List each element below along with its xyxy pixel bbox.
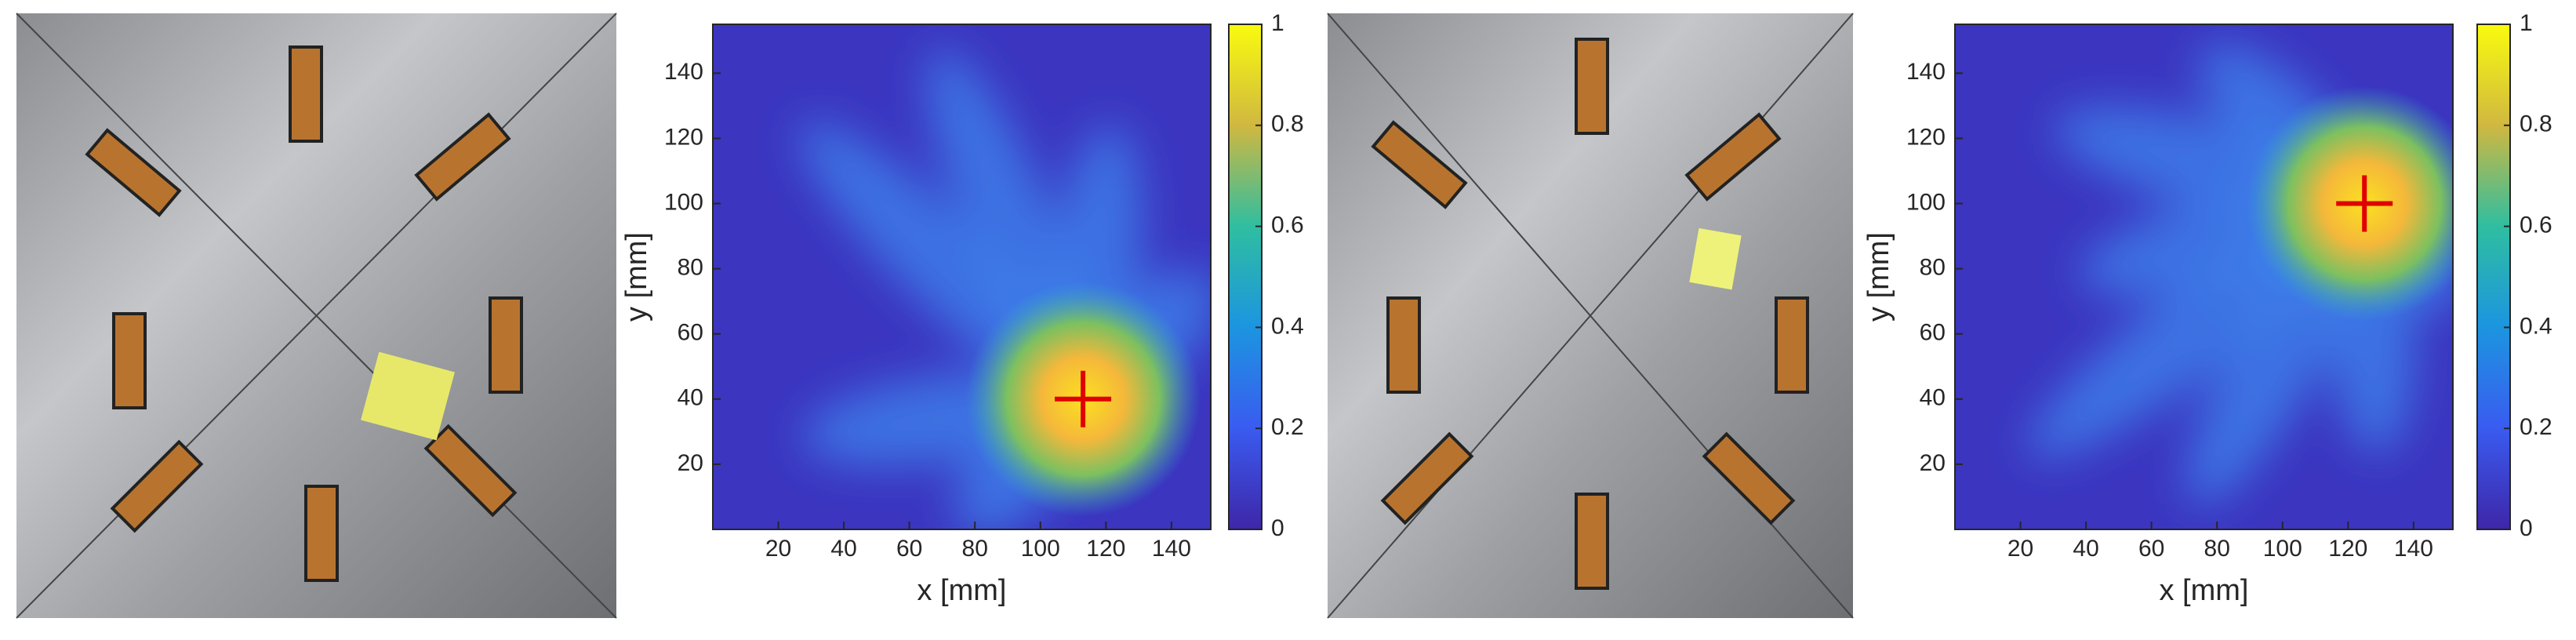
colorbar-tick-label: 0.8 <box>2520 111 2552 137</box>
x-axis-label: x [mm] <box>917 574 1007 607</box>
colorbar-tick-label: 0.2 <box>1271 414 1304 440</box>
colorbar-tick-label: 0 <box>2520 515 2533 541</box>
x-tick-label: 140 <box>1152 536 1191 562</box>
x-tick-label: 80 <box>2204 536 2230 562</box>
y-tick-label: 80 <box>678 255 703 281</box>
y-tick-label: 140 <box>664 59 703 85</box>
colorbar-tick-label: 0.2 <box>2520 414 2552 440</box>
y-tick-label: 20 <box>678 450 703 476</box>
x-tick-label: 60 <box>2138 536 2164 562</box>
x-tick-label: 20 <box>765 536 791 562</box>
x-tick-label: 60 <box>896 536 922 562</box>
colorbar-tick-label: 0.6 <box>2520 213 2552 238</box>
colorbar-tick-label: 0 <box>1271 515 1284 541</box>
x-tick-label: 40 <box>2073 536 2098 562</box>
peak-marker <box>1055 370 1112 427</box>
axes-box <box>1954 24 2454 530</box>
x-tick-label: 140 <box>2394 536 2433 562</box>
colorbar-tick-label: 0.8 <box>1271 111 1304 137</box>
colorbar-tick-label: 1 <box>1271 10 1284 36</box>
colorbar-tick-label: 0.6 <box>1271 213 1304 238</box>
colorbar <box>2476 24 2511 530</box>
y-tick-label: 80 <box>1920 255 1946 281</box>
photo <box>1327 13 1854 619</box>
x-tick-label: 120 <box>1086 536 1125 562</box>
y-axis-label: y [mm] <box>1862 232 1895 322</box>
y-tick-label: 100 <box>664 189 703 215</box>
heatmap-field <box>713 24 1211 529</box>
colorbar <box>1228 24 1263 530</box>
y-tick-label: 140 <box>1906 59 1946 85</box>
axes-box <box>712 24 1212 530</box>
y-tick-label: 60 <box>1920 320 1946 346</box>
colorbar-tick-label: 1 <box>2520 10 2533 36</box>
x-tick-label: 40 <box>830 536 856 562</box>
x-axis-label: x [mm] <box>2160 574 2249 607</box>
x-tick-label: 120 <box>2328 536 2367 562</box>
colorbar-tick-label: 0.4 <box>1271 313 1304 339</box>
y-axis-label: y [mm] <box>620 232 653 322</box>
x-tick-label: 80 <box>962 536 988 562</box>
y-tick-label: 40 <box>1920 385 1946 411</box>
y-tick-label: 20 <box>1920 450 1946 476</box>
peak-marker <box>2336 175 2393 232</box>
x-tick-label: 100 <box>2263 536 2302 562</box>
y-tick-label: 40 <box>678 385 703 411</box>
y-tick-label: 100 <box>1906 189 1946 215</box>
heatmap-field <box>1955 24 2453 529</box>
y-tick-label: 120 <box>664 124 703 150</box>
colorbar-tick-label: 0.4 <box>2520 313 2552 339</box>
y-tick-label: 60 <box>678 320 703 346</box>
y-tick-label: 120 <box>1906 124 1946 150</box>
x-tick-label: 20 <box>2007 536 2033 562</box>
photo <box>16 13 617 619</box>
x-tick-label: 100 <box>1021 536 1060 562</box>
